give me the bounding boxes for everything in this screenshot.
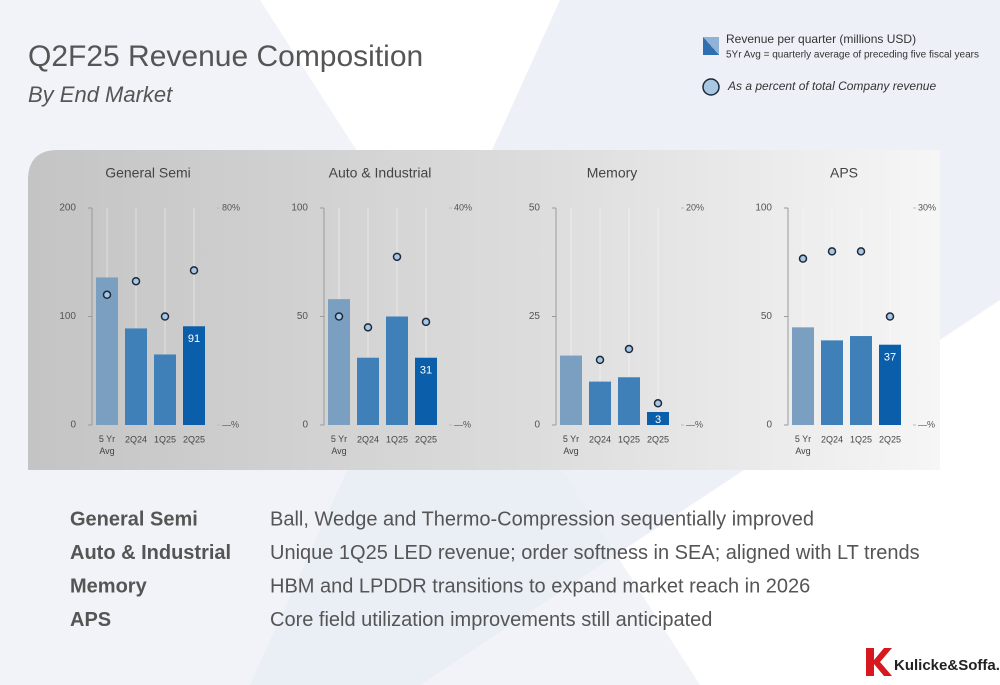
- market-note: Core field utilization improvements stil…: [270, 609, 712, 631]
- percent-dot: [595, 355, 605, 365]
- percent-dot: [856, 247, 866, 256]
- x-tick-label: 5 Yr Avg: [331, 434, 347, 456]
- x-tick-label: 2Q25: [647, 434, 669, 444]
- market-name: General Semi: [70, 508, 198, 530]
- bar: [357, 357, 379, 425]
- commentary: General Semi Ball, Wedge and Thermo-Compr…: [70, 508, 920, 631]
- value-label: 3: [655, 414, 661, 426]
- y-tick-label: 25: [529, 311, 541, 322]
- bar: [415, 357, 437, 425]
- percent-dot: [131, 276, 141, 286]
- y-tick-label: 100: [291, 203, 308, 214]
- x-tick-label: 2Q25: [183, 434, 205, 444]
- chart-title: Auto & Industrial: [329, 165, 432, 181]
- legend-swatch: [703, 37, 719, 55]
- y2-tick-label: —%: [454, 419, 471, 429]
- percent-dot: [885, 312, 895, 321]
- y2-tick-label: 20%: [686, 202, 704, 212]
- y-tick-label: 50: [297, 311, 309, 322]
- percent-dot: [653, 399, 663, 408]
- legend-swatch: [702, 78, 720, 96]
- percent-dot: [102, 290, 112, 300]
- chart-title: General Semi: [105, 165, 191, 181]
- x-tick-label: 5 Yr Avg: [795, 434, 811, 456]
- value-label: 91: [188, 333, 200, 345]
- chart-title: APS: [830, 165, 858, 181]
- slide-title: Q2F25 Revenue Composition: [28, 40, 423, 73]
- bar: [125, 328, 147, 425]
- bar: [386, 316, 408, 425]
- x-tick-label: 1Q25: [154, 434, 176, 444]
- percent-dot: [334, 312, 344, 321]
- market-note: HBM and LPDDR transitions to expand mark…: [270, 575, 810, 597]
- logo-text: Kulicke&Soffa.: [894, 657, 1000, 674]
- y-tick-label: 50: [529, 203, 541, 214]
- bar: [589, 381, 611, 425]
- bar: [154, 354, 176, 425]
- y-tick-label: 50: [761, 311, 773, 322]
- x-tick-label: 2Q24: [357, 434, 379, 444]
- x-tick-label: 2Q25: [879, 434, 901, 444]
- value-label: 31: [420, 365, 432, 377]
- x-tick-label: 1Q25: [618, 434, 640, 444]
- value-label: 37: [884, 352, 896, 364]
- y2-tick-label: —%: [686, 419, 703, 429]
- x-tick-label: 1Q25: [386, 434, 408, 444]
- bar: [560, 355, 582, 425]
- percent-dot: [189, 266, 199, 275]
- y-tick-label: 0: [766, 420, 772, 431]
- y-tick-label: 0: [302, 420, 308, 431]
- percent-dot: [392, 252, 402, 262]
- market-note: Ball, Wedge and Thermo-Compression seque…: [270, 508, 814, 530]
- x-tick-label: 2Q24: [125, 434, 147, 444]
- logo: Kulicke&Soffa.: [866, 648, 1000, 676]
- chart-panel: [28, 150, 940, 470]
- market-name: Auto & Industrial: [70, 542, 231, 564]
- bar: [618, 377, 640, 425]
- logo-mark: [866, 648, 892, 676]
- y2-tick-label: —%: [222, 419, 239, 429]
- chart-title: Memory: [587, 165, 638, 181]
- y-tick-label: 200: [59, 203, 76, 214]
- percent-dot: [363, 323, 373, 332]
- x-tick-label: 2Q24: [821, 434, 843, 444]
- percent-dot: [827, 247, 837, 256]
- charts: General Semi 0 100 200 —% 80% 5 Yr Avg 2Q24 1Q25 2…: [59, 165, 936, 457]
- bar: [647, 411, 669, 425]
- percent-dot: [798, 254, 808, 263]
- bar: [328, 299, 350, 425]
- x-tick-label: 1Q25: [850, 434, 872, 444]
- y2-tick-label: 40%: [454, 202, 472, 212]
- y-tick-label: 0: [70, 420, 76, 431]
- bar: [879, 344, 901, 425]
- y2-tick-label: —%: [918, 419, 935, 429]
- x-tick-label: 2Q25: [415, 434, 437, 444]
- y2-tick-label: 30%: [918, 202, 936, 212]
- y-tick-label: 100: [755, 203, 772, 214]
- x-tick-label: 5 Yr Avg: [99, 434, 115, 456]
- percent-dot: [624, 344, 634, 354]
- legend-text: Revenue per quarter (millions USD): [726, 32, 916, 46]
- percent-dot: [160, 312, 170, 321]
- x-tick-label: 5 Yr Avg: [563, 434, 579, 456]
- legend-text: As a percent of total Company revenue: [727, 79, 936, 93]
- y-tick-label: 100: [59, 311, 76, 322]
- bar: [792, 327, 814, 425]
- bar: [850, 336, 872, 425]
- x-tick-label: 2Q24: [589, 434, 611, 444]
- bar: [821, 340, 843, 425]
- y2-tick-label: 80%: [222, 202, 240, 212]
- percent-dot: [421, 317, 431, 327]
- bar: [96, 277, 118, 425]
- market-name: APS: [70, 609, 111, 631]
- y-tick-label: 0: [534, 420, 540, 431]
- legend-note: 5Yr Avg = quarterly average of preceding…: [726, 50, 979, 61]
- slide-subtitle: By End Market: [28, 82, 173, 107]
- market-name: Memory: [70, 575, 148, 597]
- bar: [183, 326, 205, 425]
- market-note: Unique 1Q25 LED revenue; order softness …: [270, 542, 920, 564]
